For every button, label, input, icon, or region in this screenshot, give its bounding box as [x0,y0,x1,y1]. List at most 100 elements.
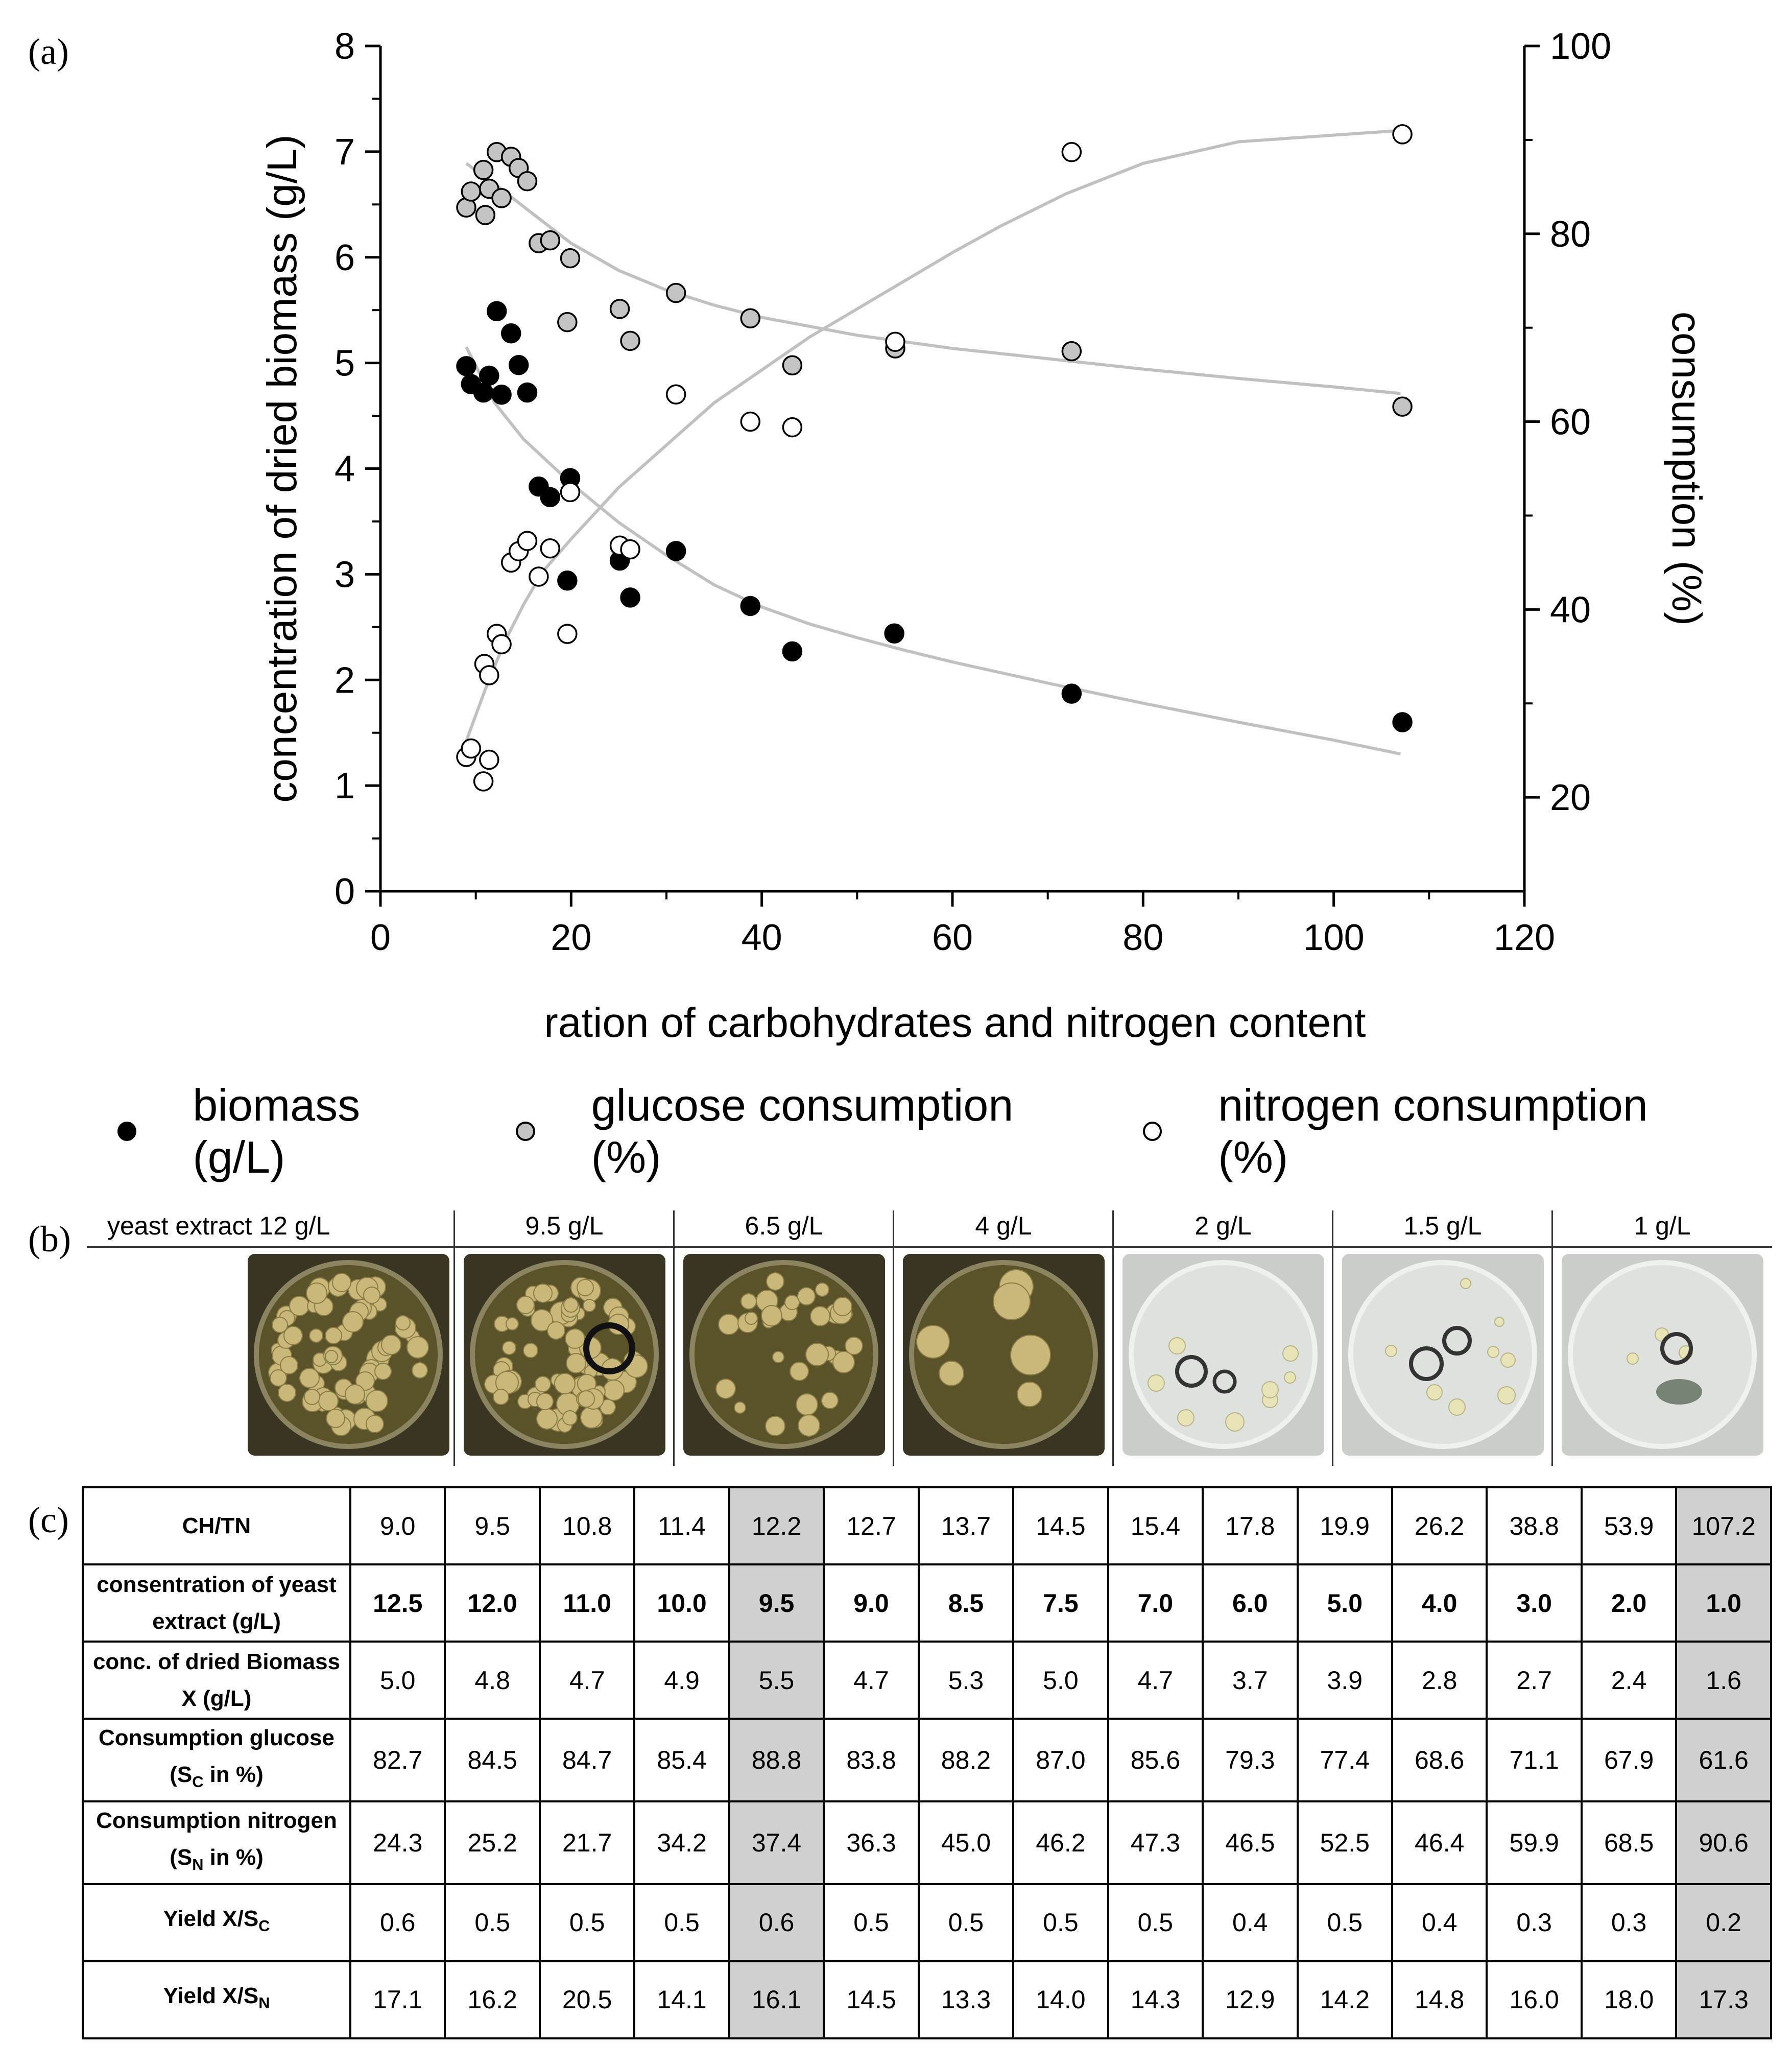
photo-column-label: 9.5 g/L [525,1211,604,1240]
fit-line-biomass [465,346,1401,756]
table-cell: 0.5 [823,1883,920,1962]
legend-label-glucose: glucose consumption (%) [591,1080,1014,1182]
table-cell: 85.4 [633,1718,730,1802]
data-point-nitrogen [1061,142,1082,162]
data-point-biomass [517,382,538,403]
photo-column-label: 4 g/L [975,1211,1032,1240]
data-point-glucose [557,312,578,332]
table-cell: 17.3 [1675,1960,1772,2039]
data-point-nitrogen [473,771,494,792]
results-table-panel: CH/TN 9.0 9.5 10.8 11.4 12.2 12.7 13.7 14.5 15.4 1… [82,1486,1772,2058]
petri-dish-photo [1122,1254,1324,1456]
table-row: consentration of yeast extract (g/L) 12.5… [82,1563,1772,1643]
table-cell: 61.6 [1675,1718,1772,1802]
data-point-nitrogen [885,331,905,352]
table-cell: 5.0 [1012,1641,1109,1720]
data-point-nitrogen [620,539,640,560]
legend-marker-nitrogen [1142,1122,1162,1141]
photo-column: yeast extract 12 g/L [87,1210,455,1466]
data-point-nitrogen [540,538,561,559]
table-cell: 16.1 [728,1960,825,2039]
table-cell: 4.7 [823,1641,920,1720]
table-cell: 13.3 [917,1960,1015,2039]
petri-dish-photo [248,1254,449,1456]
y-left-tick-label: 2 [334,660,355,701]
y-left-tick-label: 4 [334,449,355,490]
data-point-biomass [1392,712,1413,732]
table-cell: 1.0 [1675,1563,1772,1643]
photo-column: 4 g/L [894,1210,1113,1466]
table-cell: 14.0 [1012,1960,1109,2039]
table-cell: 8.5 [917,1563,1015,1643]
table-cell: 5.0 [1296,1563,1393,1643]
data-point-biomass [479,365,499,386]
table-cell: 3.0 [1486,1563,1583,1643]
table-cell: 16.0 [1486,1960,1583,2039]
y-left-tick-label: 1 [334,766,355,806]
data-point-nitrogen [782,417,803,438]
table-cell: 9.5 [728,1563,825,1643]
legend-item-glucose: glucose consumption (%) [516,1079,1087,1183]
photo-column-divider [1332,1210,1333,1466]
table-cell: 0.3 [1486,1883,1583,1962]
table-cell: 46.5 [1202,1800,1299,1885]
row-header: consentration of yeast extract (g/L) [82,1563,351,1643]
data-point-glucose [517,171,538,192]
table-cell: 36.3 [823,1800,920,1885]
y-axis-right-title: consumption (%) [1663,312,1710,626]
x-tick-label: 100 [1303,917,1365,958]
table-cell: 10.0 [633,1563,730,1643]
table-cell: 88.2 [917,1718,1015,1802]
y-left-tick-label: 3 [334,554,355,595]
photo-column: 1.5 g/L [1333,1210,1552,1466]
table-row: Yield X/SC 0.6 0.5 0.5 0.5 0.6 0.5 0.5 0.5 0.5 0.4… [82,1883,1772,1962]
y-axis-left-title: concentration of dried biomass (g/L) [259,134,305,802]
table-cell: 2.7 [1486,1641,1583,1720]
table-cell: 14.2 [1296,1960,1393,2039]
data-point-biomass [620,587,640,608]
data-point-glucose [1061,341,1082,362]
table-cell: 88.8 [728,1718,825,1802]
table-cell: 59.9 [1486,1800,1583,1885]
table-cell: 7.5 [1012,1563,1109,1643]
table-cell: 84.7 [538,1718,636,1802]
x-tick-label: 40 [742,917,782,958]
table-cell: 47.3 [1107,1800,1204,1885]
data-point-glucose [560,248,581,269]
y-left-tick-label: 0 [334,871,355,912]
photo-column: 6.5 g/L [674,1210,894,1466]
petri-dish-drawing [683,1254,885,1456]
y-left-tick-label: 6 [334,237,355,278]
petri-dish-drawing [1122,1254,1324,1456]
data-point-nitrogen [560,482,581,503]
y-right-tick-label: 60 [1550,402,1591,443]
table-cell: 18.0 [1580,1960,1678,2039]
data-point-biomass [884,623,904,644]
table-cell: 79.3 [1202,1718,1299,1802]
row-header: Yield X/SN [82,1960,351,2039]
table-cell: 38.8 [1486,1486,1583,1565]
table-cell: 4.7 [1107,1641,1204,1720]
photo-column: 9.5 g/L [455,1210,674,1466]
row-header: Consumption nitrogen (SN in %) [82,1800,351,1885]
table-cell: 20.5 [538,1960,636,2039]
data-point-nitrogen [461,738,482,759]
x-tick-label: 60 [932,917,973,958]
data-point-nitrogen [665,384,686,405]
table-cell: 9.0 [823,1563,920,1643]
table-cell: 0.5 [1107,1883,1204,1962]
data-point-biomass [665,541,686,561]
panel-label-a: (a) [28,31,69,72]
table-cell: 85.6 [1107,1718,1204,1802]
photo-strip-rule [87,1246,1772,1248]
data-point-glucose [782,355,803,375]
data-point-biomass [486,301,507,322]
data-point-biomass [456,356,476,376]
table-row: Consumption glucose (SC in %) 82.7 84.5 84.… [82,1718,1772,1802]
data-point-nitrogen [479,665,499,685]
table-cell: 5.0 [349,1641,446,1720]
table-cell: 2.8 [1391,1641,1488,1720]
data-point-biomass [557,571,578,591]
table-row: conc. of dried Biomass X (g/L) 5.0 4.8 4.7 4… [82,1641,1772,1720]
legend-item-nitrogen: nitrogen consumption (%) [1142,1079,1721,1183]
